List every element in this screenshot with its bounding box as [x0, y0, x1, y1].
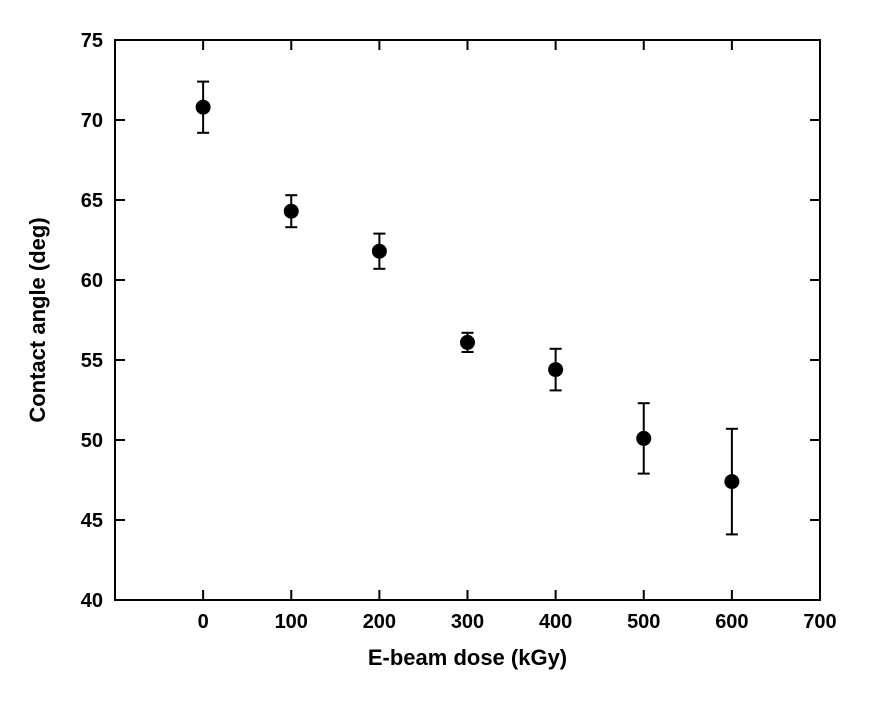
- chart-container: 0 100 200 300 400 500 600 700 40 45 50 55 60 65 70 75 E-…: [0, 0, 870, 702]
- y-tick-label: 70: [81, 110, 103, 132]
- x-tick-label: 500: [627, 611, 660, 633]
- x-axis-label: E-beam dose (kGy): [368, 645, 567, 670]
- y-tick-label: 60: [81, 270, 103, 292]
- scatter-chart: 0 100 200 300 400 500 600 700 40 45 50 55 60 65 70 75 E-…: [0, 0, 870, 702]
- data-point: [372, 244, 386, 258]
- y-tick-label: 50: [81, 430, 103, 452]
- x-tick-label: 400: [539, 611, 572, 633]
- x-tick-label: 0: [198, 611, 209, 633]
- x-tick-label: 200: [363, 611, 396, 633]
- y-tick-label: 40: [81, 590, 103, 612]
- y-tick-label: 75: [81, 30, 103, 52]
- data-point: [196, 100, 210, 114]
- x-tick-label: 700: [803, 611, 836, 633]
- data-point: [725, 475, 739, 489]
- y-axis-label: Contact angle (deg): [25, 217, 50, 422]
- x-tick-label: 300: [451, 611, 484, 633]
- y-tick-label: 65: [81, 190, 103, 212]
- data-point: [549, 363, 563, 377]
- data-point: [284, 204, 298, 218]
- x-tick-label: 100: [275, 611, 308, 633]
- y-tick-label: 55: [81, 350, 103, 372]
- data-point: [461, 335, 475, 349]
- y-tick-label: 45: [81, 510, 103, 532]
- x-tick-label: 600: [715, 611, 748, 633]
- data-point: [637, 431, 651, 445]
